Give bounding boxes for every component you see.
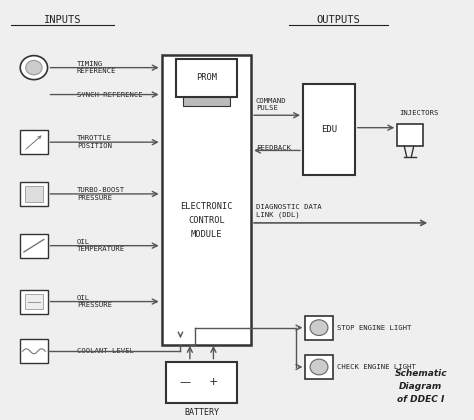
Bar xyxy=(303,84,355,175)
Text: TURBO-BOOST
PRESSURE: TURBO-BOOST PRESSURE xyxy=(77,187,125,201)
Bar xyxy=(20,182,47,206)
Text: COMMAND
PULSE: COMMAND PULSE xyxy=(256,97,286,111)
Text: OUTPUTS: OUTPUTS xyxy=(317,15,360,25)
Circle shape xyxy=(310,359,328,375)
Bar xyxy=(162,55,251,345)
Text: SYNCH REFERENCE: SYNCH REFERENCE xyxy=(77,92,142,97)
Text: OIL
TEMPERATURE: OIL TEMPERATURE xyxy=(77,239,125,252)
Bar xyxy=(20,339,47,363)
Bar xyxy=(305,316,333,340)
Text: CHECK ENGINE LIGHT: CHECK ENGINE LIGHT xyxy=(337,364,416,370)
Bar xyxy=(20,130,47,154)
Bar xyxy=(397,123,423,146)
Bar xyxy=(183,97,230,106)
Circle shape xyxy=(26,60,42,75)
Text: INJECTORS: INJECTORS xyxy=(400,110,439,116)
Bar xyxy=(305,355,333,379)
Text: TIMING
REFERENCE: TIMING REFERENCE xyxy=(77,61,116,74)
Bar xyxy=(176,59,237,97)
Text: STOP ENGINE LIGHT: STOP ENGINE LIGHT xyxy=(337,325,412,331)
Bar xyxy=(25,186,43,202)
Text: FEEDBACK: FEEDBACK xyxy=(256,145,291,151)
Text: OIL
PRESSURE: OIL PRESSURE xyxy=(77,295,112,308)
Text: +: + xyxy=(209,377,218,387)
Text: Schematic
Diagram
of DDEC I: Schematic Diagram of DDEC I xyxy=(394,369,447,404)
Bar xyxy=(166,362,237,403)
Text: EDU: EDU xyxy=(321,125,337,134)
Circle shape xyxy=(310,320,328,336)
Text: —: — xyxy=(180,377,191,387)
Text: COOLANT LEVEL: COOLANT LEVEL xyxy=(77,348,134,354)
Text: INPUTS: INPUTS xyxy=(44,15,82,25)
Text: BATTERY: BATTERY xyxy=(184,408,219,417)
Bar xyxy=(20,289,47,314)
Text: THROTTLE
POSITION: THROTTLE POSITION xyxy=(77,135,112,149)
Bar xyxy=(25,294,43,310)
Text: PROM: PROM xyxy=(196,74,217,82)
Circle shape xyxy=(20,55,47,80)
Text: DIAGNOSTIC DATA
LINK (DDL): DIAGNOSTIC DATA LINK (DDL) xyxy=(256,204,321,218)
Text: ELECTRONIC
CONTROL
MODULE: ELECTRONIC CONTROL MODULE xyxy=(180,202,233,239)
Bar xyxy=(20,234,47,258)
